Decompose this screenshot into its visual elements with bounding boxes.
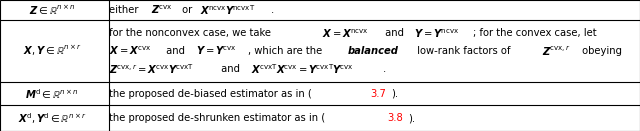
Text: ).: ). — [391, 89, 398, 99]
Text: low-rank factors of: low-rank factors of — [414, 46, 513, 56]
Text: balanced: balanced — [348, 46, 399, 56]
Text: 3.7: 3.7 — [371, 89, 387, 99]
Text: , which are the: , which are the — [248, 46, 326, 56]
Text: and: and — [382, 28, 407, 38]
Text: 3.8: 3.8 — [388, 113, 403, 123]
Text: $\boldsymbol{X}^{\mathrm{d}}, \boldsymbol{Y}^{\mathrm{d}} \in \mathbb{R}^{n \tim: $\boldsymbol{X}^{\mathrm{d}}, \boldsymbo… — [18, 111, 86, 126]
Text: $\boldsymbol{Z}^{\mathrm{cvx},r} = \boldsymbol{X}^{\mathrm{cvx}}\boldsymbol{Y}^{: $\boldsymbol{Z}^{\mathrm{cvx},r} = \bold… — [109, 62, 193, 76]
Text: the proposed de-biased estimator as in (: the proposed de-biased estimator as in ( — [109, 89, 312, 99]
Text: $\boldsymbol{X}, \boldsymbol{Y} \in \mathbb{R}^{n \times r}$: $\boldsymbol{X}, \boldsymbol{Y} \in \mat… — [22, 44, 82, 58]
Text: $\boldsymbol{Z} \in \mathbb{R}^{n \times n}$: $\boldsymbol{Z} \in \mathbb{R}^{n \times… — [29, 4, 76, 17]
Text: .: . — [383, 64, 387, 74]
Text: or: or — [179, 5, 195, 15]
Text: the proposed de-shrunken estimator as in (: the proposed de-shrunken estimator as in… — [109, 113, 325, 123]
Text: $\boldsymbol{Y} = \boldsymbol{Y}^{\mathrm{cvx}}$: $\boldsymbol{Y} = \boldsymbol{Y}^{\mathr… — [196, 45, 237, 57]
Text: obeying: obeying — [579, 46, 622, 56]
Text: $\boldsymbol{Y} = \boldsymbol{Y}^{\mathrm{ncvx}}$: $\boldsymbol{Y} = \boldsymbol{Y}^{\mathr… — [415, 27, 460, 40]
Text: for the nonconvex case, we take: for the nonconvex case, we take — [109, 28, 274, 38]
Text: ).: ). — [408, 113, 415, 123]
Text: either: either — [109, 5, 141, 15]
Text: $\boldsymbol{X} = \boldsymbol{X}^{\mathrm{cvx}}$: $\boldsymbol{X} = \boldsymbol{X}^{\mathr… — [109, 45, 151, 57]
Text: $\boldsymbol{M}^{\mathrm{d}} \in \mathbb{R}^{n \times n}$: $\boldsymbol{M}^{\mathrm{d}} \in \mathbb… — [25, 87, 79, 101]
Text: ; for the convex case, let: ; for the convex case, let — [473, 28, 596, 38]
Text: and: and — [218, 64, 243, 74]
Text: $\boldsymbol{X}^{\mathrm{ncvx}}\boldsymbol{Y}^{\mathrm{ncvx}\mathsf{T}}$: $\boldsymbol{X}^{\mathrm{ncvx}}\boldsymb… — [200, 3, 255, 17]
Text: $\boldsymbol{Z}^{\mathrm{cvx}}$: $\boldsymbol{Z}^{\mathrm{cvx}}$ — [151, 4, 172, 16]
Text: $\boldsymbol{X} = \boldsymbol{X}^{\mathrm{ncvx}}$: $\boldsymbol{X} = \boldsymbol{X}^{\mathr… — [322, 27, 369, 40]
Text: $\boldsymbol{Z}^{\mathrm{cvx},r}$: $\boldsymbol{Z}^{\mathrm{cvx},r}$ — [542, 45, 571, 58]
Text: and: and — [163, 46, 188, 56]
Text: .: . — [271, 5, 275, 15]
Text: $\boldsymbol{X}^{\mathrm{cvx}\mathsf{T}}\boldsymbol{X}^{\mathrm{cvx}} = \boldsym: $\boldsymbol{X}^{\mathrm{cvx}\mathsf{T}}… — [251, 62, 353, 76]
